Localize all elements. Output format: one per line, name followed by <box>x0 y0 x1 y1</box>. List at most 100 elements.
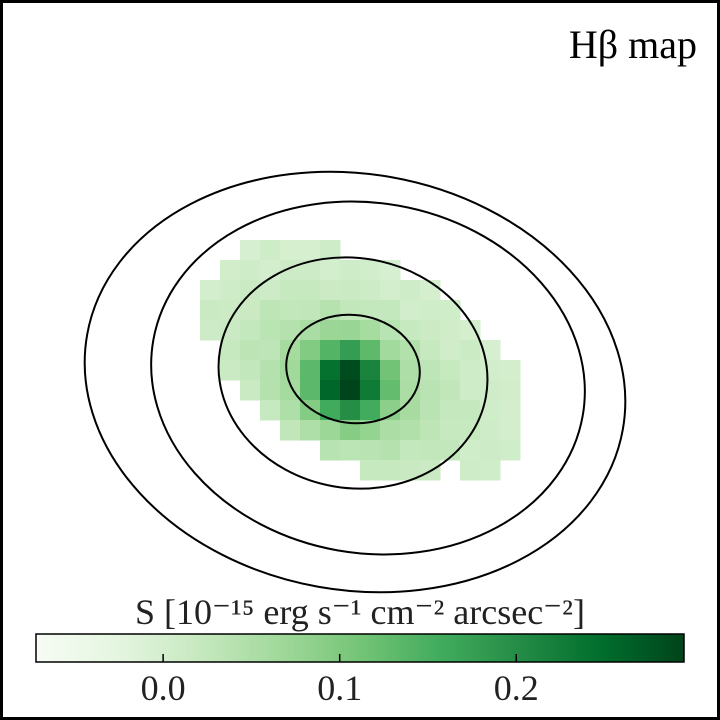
map-pixel <box>460 320 481 341</box>
map-pixel <box>280 320 301 341</box>
map-pixel <box>380 440 401 461</box>
map-pixel <box>340 280 361 301</box>
chart-title: Hβ map <box>569 22 697 67</box>
map-pixel <box>340 360 361 381</box>
map-pixel <box>380 320 401 341</box>
map-pixel <box>260 320 281 341</box>
map-pixel <box>360 280 381 301</box>
map-pixel <box>320 380 341 401</box>
emission-map-pixels <box>200 240 521 481</box>
map-pixel <box>420 340 441 361</box>
map-pixel <box>500 420 521 441</box>
map-pixel <box>260 360 281 381</box>
map-pixel <box>280 420 301 441</box>
map-pixel <box>360 320 381 341</box>
map-pixel <box>240 260 261 281</box>
map-pixel <box>300 340 321 361</box>
contour-lines <box>83 170 627 594</box>
map-pixel <box>240 300 261 321</box>
map-pixel <box>280 380 301 401</box>
map-pixel <box>220 260 241 281</box>
map-pixel <box>360 400 381 421</box>
map-pixel <box>320 400 341 421</box>
colorbar-tick-label: 0.2 <box>494 668 539 708</box>
map-pixel <box>480 440 501 461</box>
map-pixel <box>500 440 521 461</box>
map-pixel <box>440 420 461 441</box>
map-pixel <box>320 240 341 261</box>
map-pixel <box>200 320 221 341</box>
map-pixel <box>360 380 381 401</box>
contour-line <box>83 170 627 594</box>
map-pixel <box>320 440 341 461</box>
map-pixel <box>460 360 481 381</box>
map-pixel <box>440 360 461 381</box>
colorbar <box>35 633 685 663</box>
map-pixel <box>320 320 341 341</box>
map-pixel <box>280 400 301 421</box>
map-pixel <box>440 400 461 421</box>
map-pixel <box>420 420 441 441</box>
map-pixel <box>340 340 361 361</box>
map-pixel <box>420 300 441 321</box>
map-pixel <box>260 380 281 401</box>
map-pixel <box>460 340 481 361</box>
map-pixel <box>240 380 261 401</box>
colorbar-tick-label: 0.0 <box>141 668 186 708</box>
map-pixel <box>340 260 361 281</box>
map-pixel <box>240 240 261 261</box>
map-pixel <box>260 240 281 261</box>
map-pixel <box>300 380 321 401</box>
map-pixel <box>340 440 361 461</box>
map-pixel <box>440 300 461 321</box>
map-pixel <box>480 360 501 381</box>
map-pixel <box>300 320 321 341</box>
map-pixel <box>380 300 401 321</box>
contour-line <box>285 313 421 425</box>
map-pixel <box>460 460 481 481</box>
map-pixel <box>260 400 281 421</box>
map-pixel <box>400 400 421 421</box>
map-pixel <box>260 340 281 361</box>
map-pixel <box>440 320 461 341</box>
map-pixel <box>240 340 261 361</box>
map-pixel <box>260 300 281 321</box>
map-pixel <box>320 260 341 281</box>
map-pixel <box>320 420 341 441</box>
map-pixel <box>460 380 481 401</box>
map-pixel <box>440 340 461 361</box>
map-pixel <box>400 360 421 381</box>
map-pixel <box>220 360 241 381</box>
map-pixel <box>380 340 401 361</box>
map-pixel <box>200 300 221 321</box>
map-pixel <box>440 380 461 401</box>
map-pixel <box>280 240 301 261</box>
map-pixel <box>300 300 321 321</box>
map-pixel <box>380 420 401 441</box>
map-pixel <box>360 440 381 461</box>
colorbar-label: S [10⁻¹⁵ erg s⁻¹ cm⁻² arcsec⁻²] <box>135 592 585 632</box>
map-pixel <box>280 360 301 381</box>
map-pixel <box>300 260 321 281</box>
contour-line <box>150 200 586 556</box>
map-pixel <box>240 360 261 381</box>
map-pixel <box>300 280 321 301</box>
map-pixel <box>260 280 281 301</box>
map-pixel <box>340 400 361 421</box>
map-pixel <box>300 360 321 381</box>
map-pixel <box>480 460 501 481</box>
colorbar-ticks: 0.0 0.1 0.2 <box>141 654 539 708</box>
map-pixel <box>220 300 241 321</box>
map-pixel <box>240 320 261 341</box>
map-pixel <box>300 420 321 441</box>
map-pixel <box>360 420 381 441</box>
map-pixel <box>400 300 421 321</box>
map-pixel <box>240 280 261 301</box>
map-pixel <box>280 280 301 301</box>
map-pixel <box>440 440 461 461</box>
map-pixel <box>400 440 421 461</box>
map-pixel <box>420 320 441 341</box>
map-pixel <box>380 360 401 381</box>
map-pixel <box>340 420 361 441</box>
